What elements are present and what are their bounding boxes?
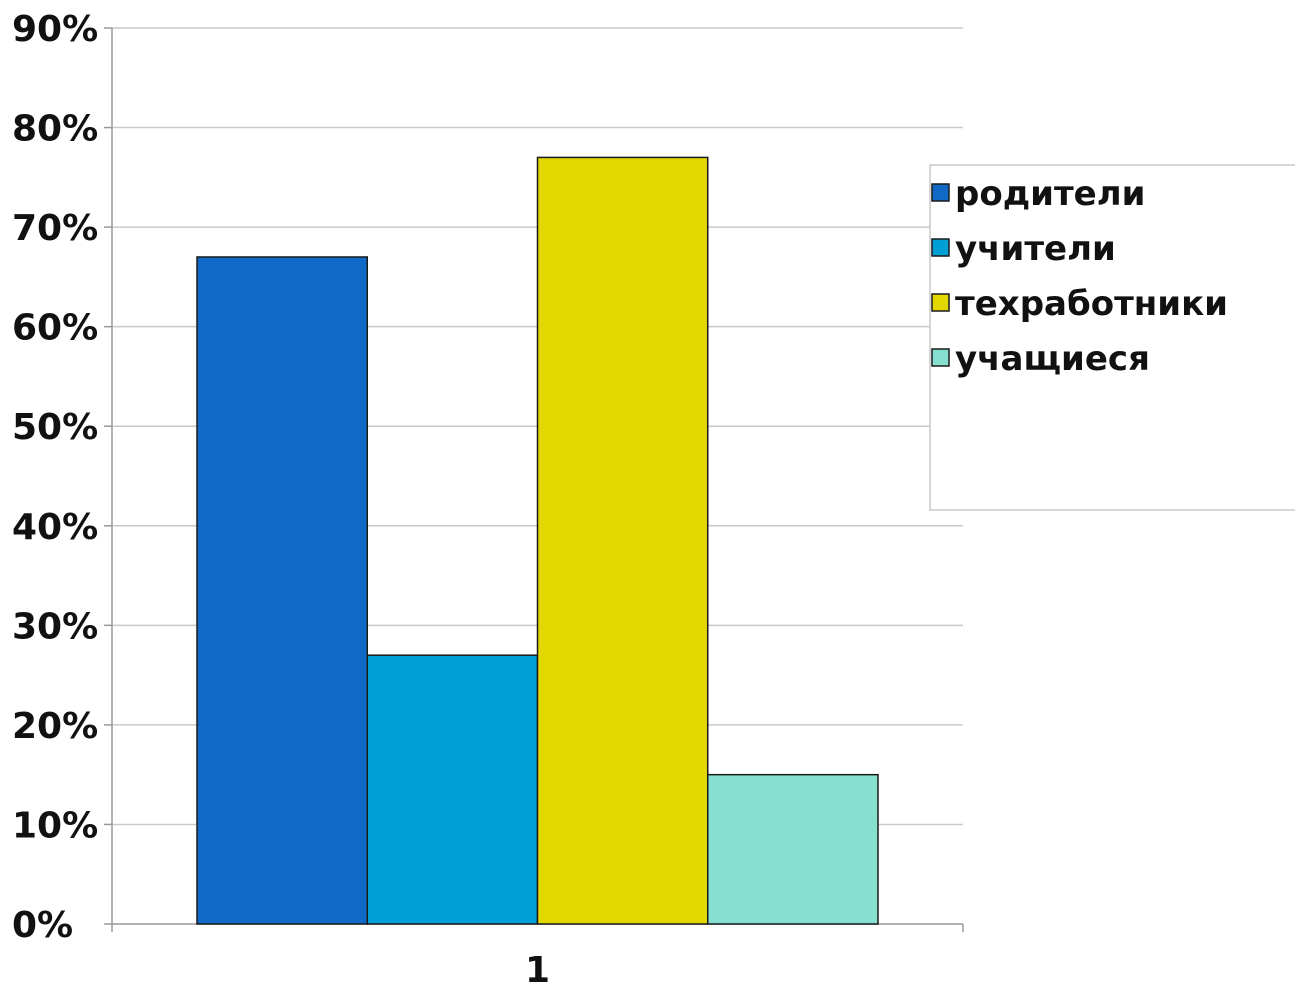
y-tick-labels: 0% 10% 20% 30% 40% 50% 60% 70% 80% 90% [12,9,98,946]
y-tick-label: 50% [12,407,98,448]
bar-1 [196,256,368,925]
y-tick-label: 70% [12,208,98,249]
x-category-label: 1 [525,950,550,986]
legend-swatch [931,238,950,257]
bar-4 [707,773,879,925]
legend: родители учители техработники учащиеся [929,164,1295,511]
y-tick-label: 30% [12,606,98,647]
legend-swatch [931,183,950,202]
legend-box [929,164,1295,511]
legend-items: родители учители техработники учащиеся [931,174,1228,379]
bars [196,156,879,925]
legend-label: учители [955,229,1116,269]
legend-label: техработники [955,284,1228,324]
legend-label: родители [955,174,1145,214]
y-tick-label: 40% [12,507,98,548]
y-tick-label: 20% [12,706,98,747]
y-tick-label: 0% [12,905,73,946]
bar-3 [536,156,709,925]
bar-2 [366,654,539,925]
legend-swatch [931,348,950,367]
legend-label: учащиеся [955,339,1150,379]
y-tick-label: 90% [12,9,98,50]
y-tick-label: 10% [12,805,98,846]
legend-swatch [931,293,950,312]
x-category-labels: 1 [525,950,550,986]
y-tick-label: 80% [12,109,98,150]
y-tick-label: 60% [12,308,98,349]
